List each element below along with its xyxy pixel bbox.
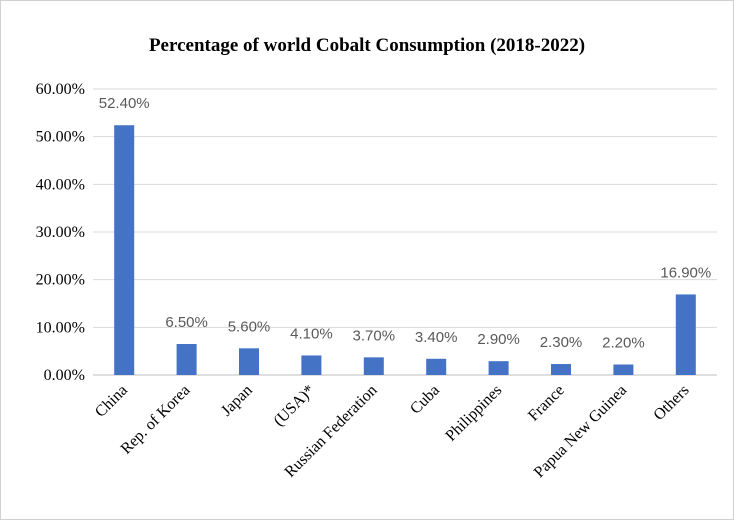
gridlines [93,88,717,376]
y-tick-label: 10.00% [36,319,85,336]
y-tick-label: 20.00% [36,272,85,289]
bar-7 [551,364,571,375]
category-label: Philippines [442,382,505,445]
bar-5 [426,358,447,375]
bar-1 [176,344,197,375]
category-label: Cuba [407,382,443,418]
data-label: 2.30% [540,334,583,351]
data-label: 2.20% [602,335,645,352]
data-label: 2.90% [477,331,520,348]
category-label: (USA)* [270,382,318,430]
data-label: 6.50% [165,314,208,331]
y-tick-label: 50.00% [36,129,85,146]
data-label: 5.60% [228,318,271,335]
bar-2 [239,348,259,375]
category-label: Others [650,382,692,424]
data-label: 52.40% [99,95,150,112]
bar-3 [301,355,322,375]
bars [114,125,696,375]
category-label: France [525,382,568,425]
y-tick-label: 40.00% [36,176,85,193]
y-tick-label: 0.00% [44,367,85,384]
data-label: 4.10% [290,325,333,342]
bar-9 [675,294,696,375]
data-label: 3.40% [415,329,458,346]
category-label: China [92,382,131,421]
category-label: Japan [218,382,256,420]
data-labels: 52.40% 6.50% 5.60% 4.10% 3.70% 3.40% 2.90% 2.30… [99,95,711,351]
bar-4 [363,357,384,375]
y-axis-tick-labels: 0.00% 10.00% 20.00% 30.00% 40.00% 50.00% 60.00… [36,81,85,384]
bar-6 [488,361,509,375]
y-tick-label: 30.00% [36,224,85,241]
bar-0 [114,125,135,375]
bar-8 [613,364,634,375]
y-tick-label: 60.00% [36,81,85,98]
chart-title: Percentage of world Cobalt Consumption (… [149,35,585,56]
data-label: 3.70% [353,327,396,344]
data-label: 16.90% [660,264,711,281]
